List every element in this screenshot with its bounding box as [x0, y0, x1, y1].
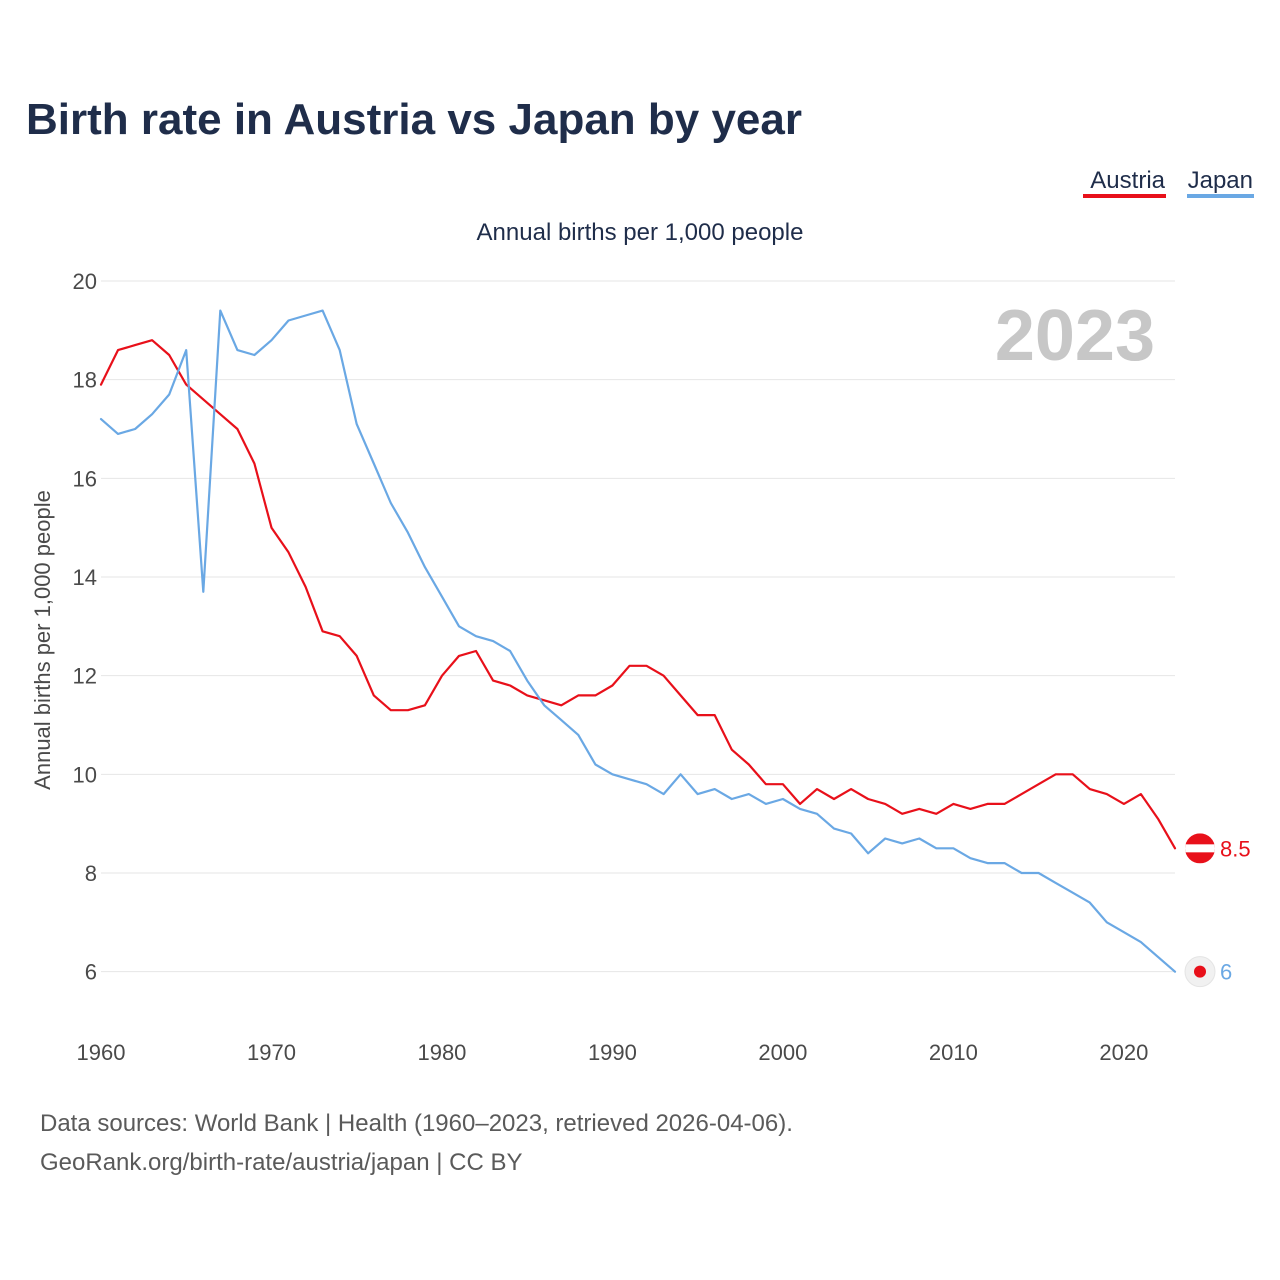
x-axis-ticks: 1960 1970 1980 1990 2000 2010 2020	[77, 1040, 1149, 1065]
current-year-label: 2023	[995, 296, 1155, 376]
legend: Austria Japan	[1083, 167, 1254, 198]
y-axis-ticks: 6 8 10 12 14 16 18 20	[73, 269, 97, 985]
x-tick-label-2010: 2010	[929, 1040, 978, 1065]
gridlines	[101, 280, 1175, 973]
x-tick-label-2000: 2000	[758, 1040, 807, 1065]
legend-item-austria-swatch	[1083, 194, 1166, 198]
series-lines	[99, 309, 1177, 973]
x-tick-label-2020: 2020	[1099, 1040, 1148, 1065]
legend-item-austria-label[interactable]: Austria	[1090, 167, 1165, 194]
y-axis-label: Annual births per 1,000 people	[30, 490, 55, 790]
source-line-1: Data sources: World Bank | Health (1960–…	[40, 1110, 793, 1137]
japan-flag-icon	[1184, 956, 1216, 988]
y-tick-label-20: 20	[73, 269, 97, 294]
y-tick-label-16: 16	[73, 466, 97, 491]
x-tick-label-1980: 1980	[417, 1040, 466, 1065]
y-tick-label-12: 12	[73, 664, 97, 689]
x-tick-label-1990: 1990	[588, 1040, 637, 1065]
y-tick-label-10: 10	[73, 762, 97, 787]
japan-end-value: 6	[1220, 960, 1232, 985]
austria-flag-icon	[1185, 833, 1215, 864]
legend-item-japan-swatch	[1187, 194, 1254, 198]
series-line-austria[interactable]	[99, 339, 1177, 850]
chart-title: Birth rate in Austria vs Japan by year	[26, 95, 802, 144]
y-tick-label-6: 6	[85, 960, 97, 985]
x-tick-label-1970: 1970	[247, 1040, 296, 1065]
y-tick-label-8: 8	[85, 861, 97, 886]
series-line-japan[interactable]	[99, 309, 1177, 973]
source-line-2[interactable]: GeoRank.org/birth-rate/austria/japan | C…	[40, 1149, 522, 1176]
x-tick-label-1960: 1960	[77, 1040, 126, 1065]
y-tick-label-14: 14	[73, 565, 97, 590]
legend-item-japan-label[interactable]: Japan	[1188, 167, 1253, 194]
chart-subtitle: Annual births per 1,000 people	[477, 219, 804, 246]
y-tick-label-18: 18	[73, 368, 97, 393]
end-markers: 8.56	[1184, 833, 1251, 988]
austria-end-value: 8.5	[1220, 836, 1251, 861]
